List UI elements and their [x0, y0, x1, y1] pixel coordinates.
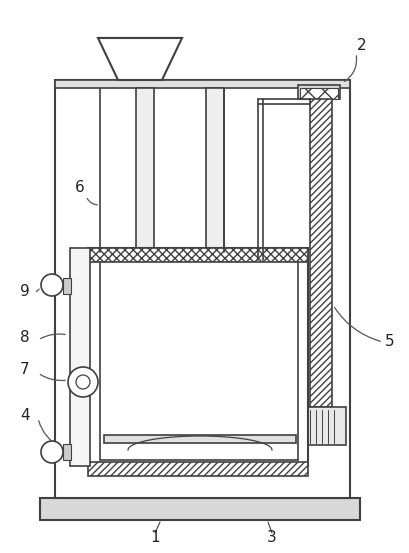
Bar — [40, 498, 359, 520]
Circle shape — [68, 367, 98, 397]
Bar — [309, 99, 331, 407]
Text: 4: 4 — [20, 408, 30, 422]
Text: 3: 3 — [267, 530, 276, 545]
Text: 9: 9 — [20, 284, 30, 300]
Bar — [88, 462, 307, 476]
Bar — [297, 85, 339, 99]
Bar — [63, 278, 71, 294]
Bar — [70, 248, 90, 466]
Text: 8: 8 — [20, 331, 30, 346]
Text: 5: 5 — [384, 335, 394, 349]
Bar — [299, 88, 337, 99]
Circle shape — [41, 274, 63, 296]
Bar — [63, 444, 71, 460]
Bar — [55, 80, 349, 88]
Bar — [305, 407, 345, 445]
Circle shape — [76, 375, 90, 389]
Polygon shape — [98, 38, 182, 80]
Text: 1: 1 — [150, 530, 160, 545]
Circle shape — [41, 441, 63, 463]
Text: 6: 6 — [75, 180, 85, 196]
Bar — [88, 248, 307, 262]
Bar — [136, 88, 154, 253]
Bar — [55, 80, 349, 498]
Bar — [128, 252, 162, 260]
Bar — [205, 88, 223, 253]
Bar — [88, 248, 307, 466]
Text: 7: 7 — [20, 363, 30, 378]
Bar — [198, 252, 231, 260]
Bar — [104, 435, 295, 443]
Text: 2: 2 — [356, 38, 366, 53]
